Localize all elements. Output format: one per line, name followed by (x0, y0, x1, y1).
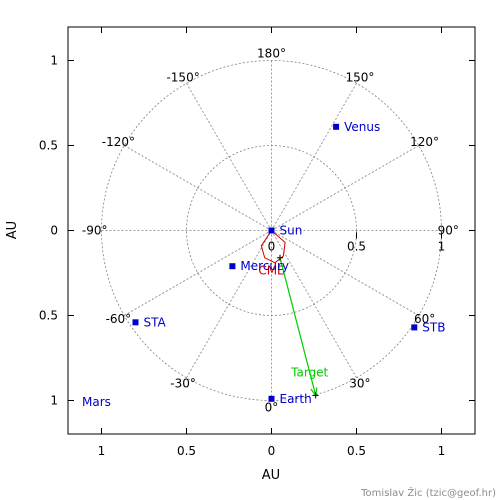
angle-label: 150° (345, 70, 374, 84)
y-axis-label: AU (5, 221, 20, 239)
target-origin-mark (277, 254, 283, 261)
grid-spoke (186, 83, 272, 231)
angle-label: -150° (166, 70, 199, 84)
y-tick-label: 0.5 (39, 309, 58, 323)
grid-spoke (271, 83, 357, 231)
x-axis-label: AU (262, 468, 280, 483)
angle-label: 180° (257, 47, 286, 61)
angle-label: -30° (170, 377, 196, 391)
x-tick-label: 1 (438, 444, 446, 458)
body-marker-mercury (229, 263, 236, 270)
y-tick-label: 0 (50, 224, 58, 238)
polar-grid: 0° 30° 60° 90° 120° 150° 180° -150° -120° -90° -60… (82, 47, 459, 415)
body-marker-stb (411, 324, 418, 331)
x-tick-label: 1 (98, 444, 106, 458)
body-label-mars: Mars (82, 395, 111, 409)
x-tick-label: 0.5 (347, 444, 366, 458)
body-label-sun: Sun (280, 224, 303, 238)
y-tick-label: 1 (50, 54, 58, 68)
x-tick-label: 0 (268, 444, 276, 458)
target-label: Target (290, 365, 328, 379)
y-tick-label: 1 (50, 394, 58, 408)
body-label-venus: Venus (344, 120, 380, 134)
grid-spoke (271, 145, 419, 231)
angle-label: -120° (102, 135, 135, 149)
angle-label: 0° (265, 400, 279, 414)
angle-label: -90° (82, 224, 108, 238)
body-label-stb: STB (422, 320, 445, 334)
target-end-mark (312, 392, 319, 399)
target-arrow (279, 257, 317, 396)
grid-spoke (124, 230, 272, 316)
body-label-mercury: Mercury (240, 259, 289, 273)
axis-ticks: 1 0.5 0 0.5 1 1 0.5 0 0.5 1 (39, 27, 475, 458)
angle-label: 60° (414, 312, 435, 326)
credit-text: Tomislav Žic (tzic@geof.hr) (360, 486, 496, 499)
body-marker-earth (268, 395, 275, 402)
grid-spoke (271, 230, 357, 378)
angle-label: -60° (106, 312, 132, 326)
radial-label: 0 (268, 240, 276, 254)
radial-label: 1 (438, 240, 446, 254)
angle-label: 30° (349, 377, 370, 391)
grid-spoke (271, 230, 419, 316)
body-marker-sta (132, 319, 139, 326)
body-marker-venus (333, 123, 340, 130)
y-tick-label: 0.5 (39, 139, 58, 153)
body-label-sta: STA (144, 315, 167, 329)
angle-label: 90° (438, 224, 459, 238)
angle-label: 120° (410, 135, 439, 149)
grid-spoke (124, 145, 272, 231)
data-layer: CME Target Sun Venus Mercury STA STB Earth Mars (82, 120, 445, 409)
cme-label: CME (258, 264, 284, 278)
radial-label: 0.5 (347, 240, 366, 254)
cme-outline (260, 230, 286, 264)
grid-spoke (186, 230, 272, 378)
x-tick-label: 0.5 (177, 444, 196, 458)
body-marker-sun (268, 227, 275, 234)
body-label-earth: Earth (280, 392, 312, 406)
